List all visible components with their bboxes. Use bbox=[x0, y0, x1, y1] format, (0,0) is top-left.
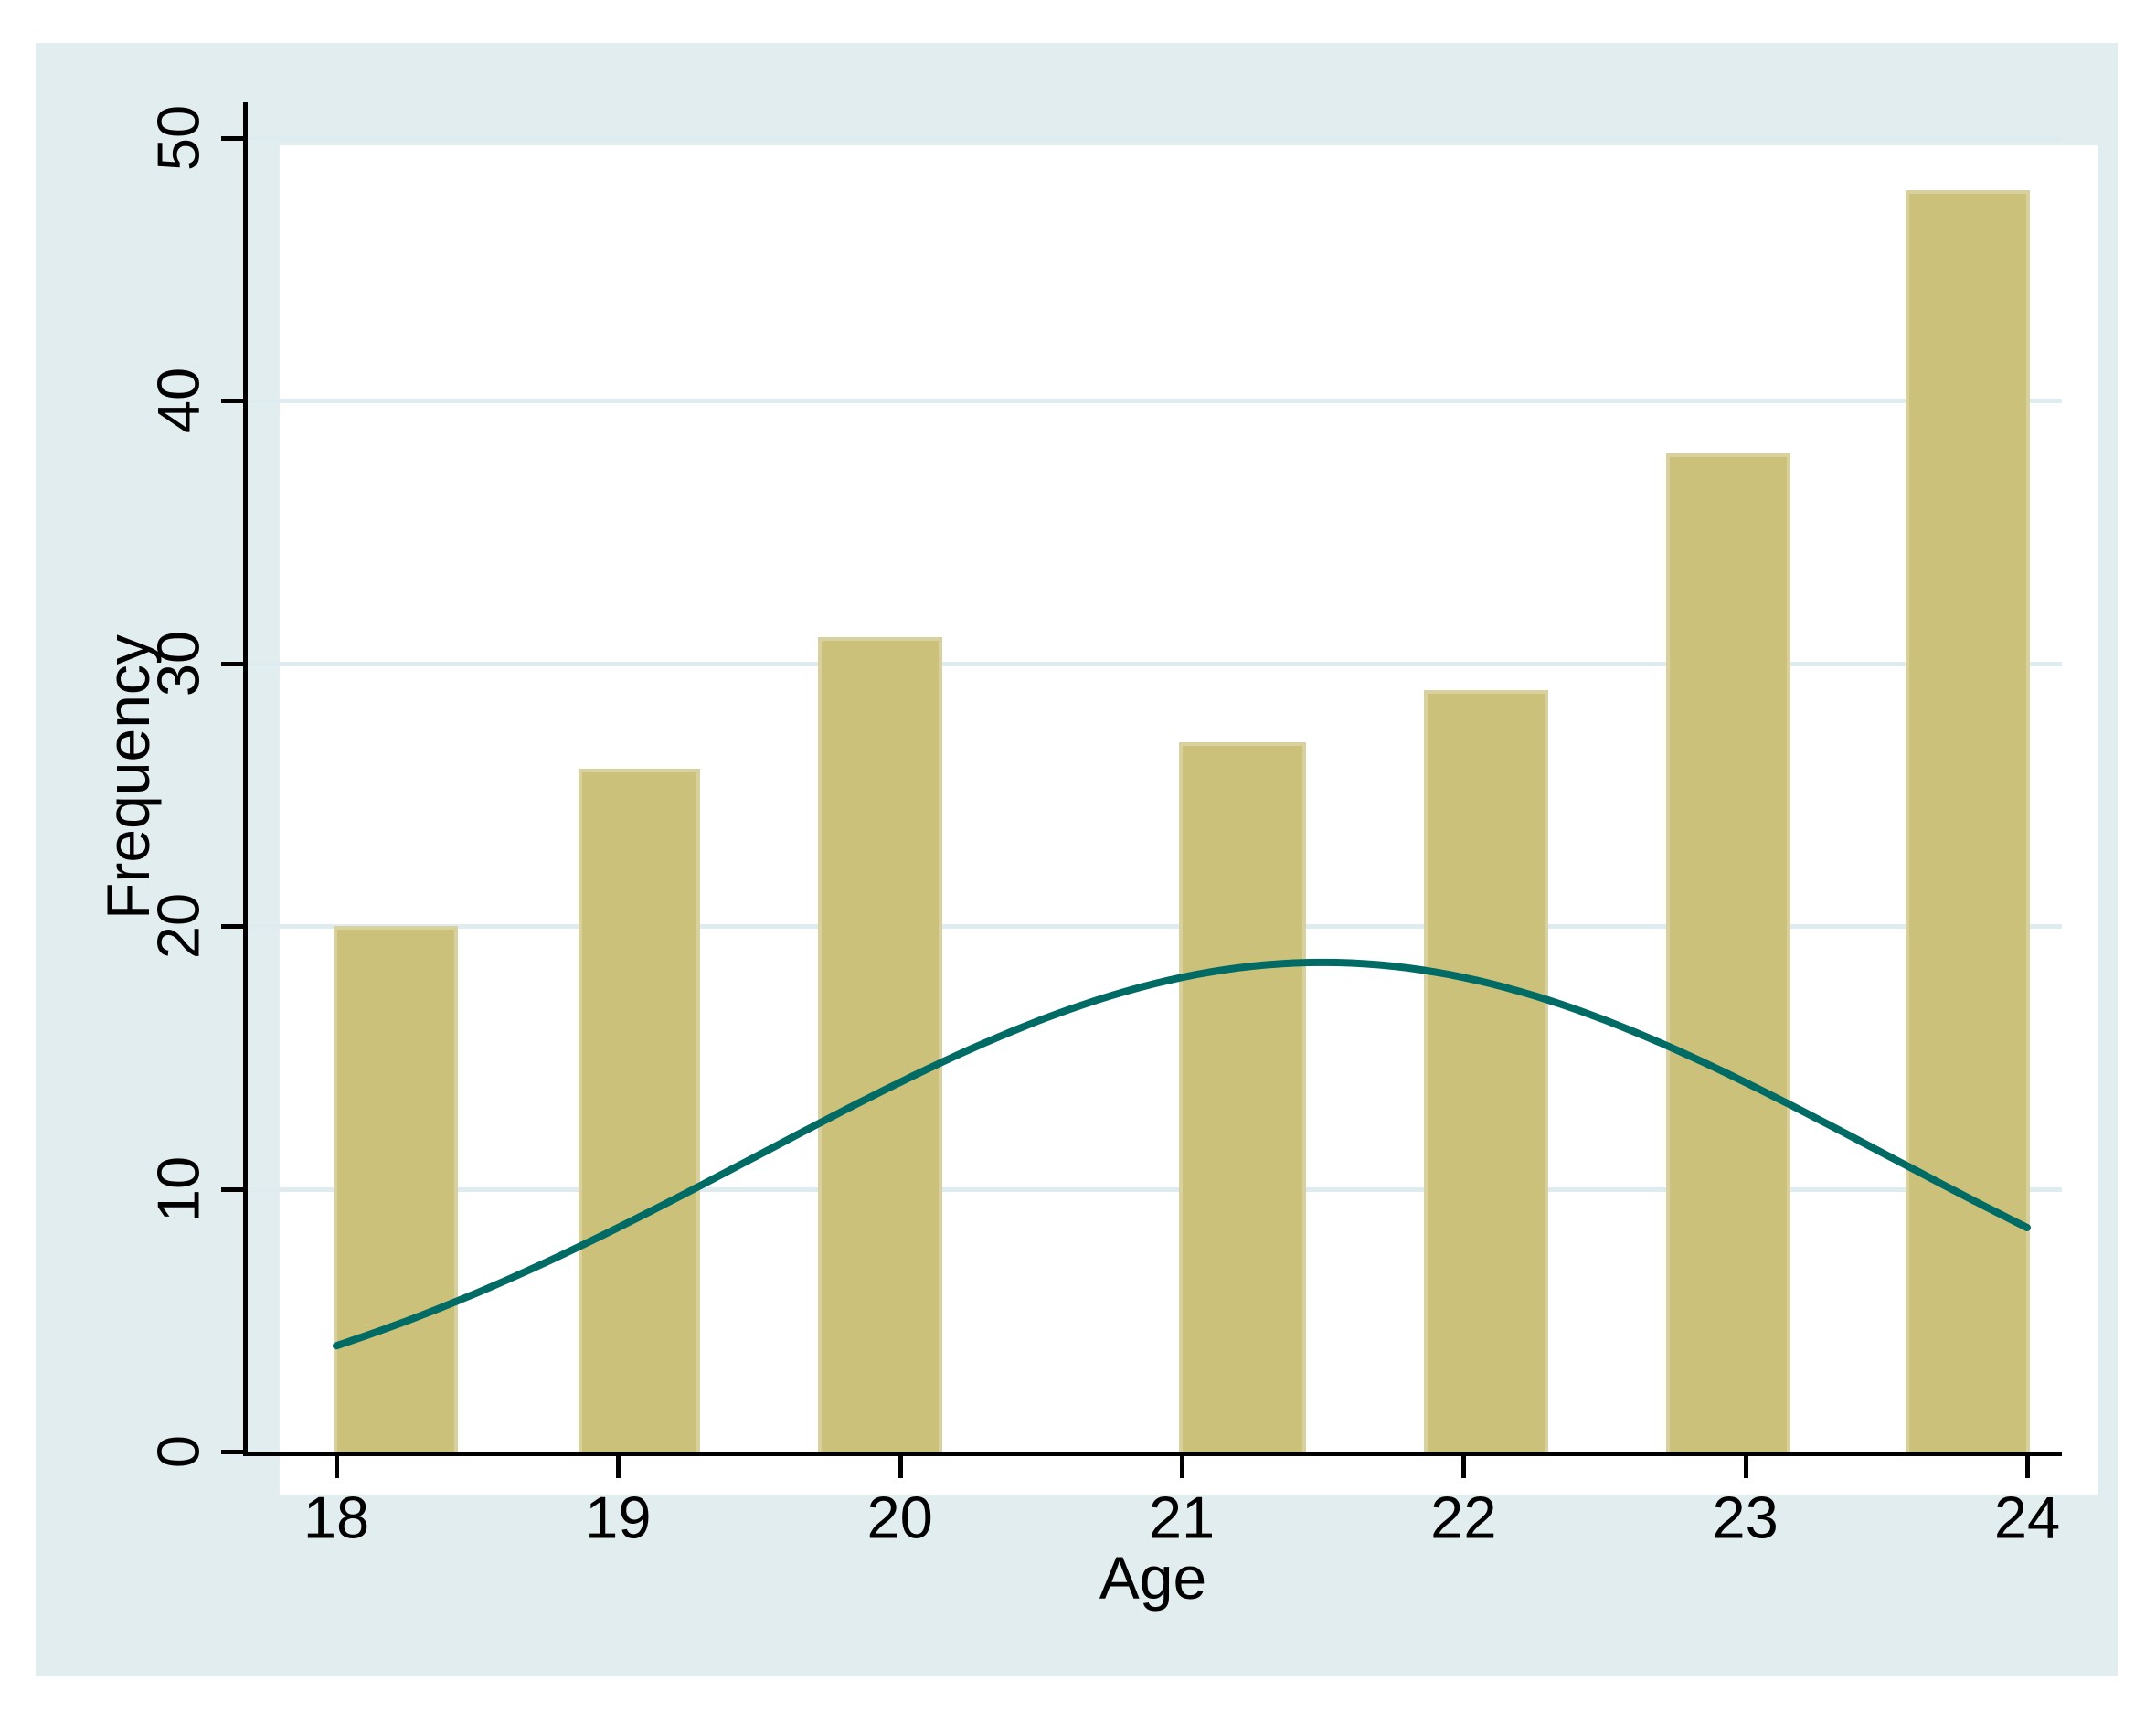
histogram-bar-age-19 bbox=[579, 768, 700, 1452]
y-tick-label-10: 10 bbox=[144, 1155, 212, 1222]
x-tick-label-24: 24 bbox=[1993, 1484, 2061, 1551]
x-axis-line bbox=[243, 1452, 2062, 1456]
gridline-y-40 bbox=[244, 399, 2062, 404]
y-tick-label-40: 40 bbox=[144, 367, 212, 434]
x-tick-19 bbox=[616, 1456, 621, 1478]
histogram-bar-age-23 bbox=[1666, 452, 1790, 1452]
x-tick-20 bbox=[897, 1456, 903, 1478]
x-tick-18 bbox=[335, 1456, 339, 1478]
x-tick-label-19: 19 bbox=[585, 1484, 652, 1551]
x-tick-label-22: 22 bbox=[1430, 1484, 1497, 1551]
histogram-bar-age-22 bbox=[1424, 689, 1548, 1452]
gridline-y-30 bbox=[244, 661, 2062, 666]
x-tick-24 bbox=[2024, 1456, 2030, 1478]
y-axis-line bbox=[243, 102, 248, 1456]
gridline-y-20 bbox=[244, 924, 2062, 930]
gridline-y-10 bbox=[244, 1186, 2062, 1192]
y-tick-30 bbox=[221, 661, 243, 666]
normal-curve bbox=[333, 958, 2031, 1350]
y-axis-title: Frequency bbox=[94, 634, 162, 920]
histogram-bar-age-21 bbox=[1178, 742, 1306, 1452]
y-tick-40 bbox=[221, 399, 243, 404]
histogram-bar-age-20 bbox=[818, 637, 942, 1452]
y-tick-20 bbox=[221, 924, 243, 930]
y-tick-label-0: 0 bbox=[144, 1434, 212, 1469]
x-tick-label-21: 21 bbox=[1148, 1484, 1216, 1551]
y-tick-50 bbox=[221, 136, 243, 141]
x-axis-title: Age bbox=[1099, 1544, 1207, 1612]
x-tick-22 bbox=[1461, 1456, 1467, 1478]
x-tick-label-20: 20 bbox=[866, 1484, 933, 1551]
x-tick-label-23: 23 bbox=[1712, 1484, 1779, 1551]
y-tick-0 bbox=[221, 1450, 243, 1454]
x-tick-label-18: 18 bbox=[303, 1484, 370, 1551]
normal-curve-layer bbox=[333, 958, 2031, 1350]
gridline-y-50 bbox=[244, 136, 2062, 141]
y-tick-label-50: 50 bbox=[144, 104, 212, 172]
histogram-bar-age-24 bbox=[1906, 190, 2031, 1452]
x-tick-23 bbox=[1743, 1456, 1748, 1478]
graph-region: 0 10 20 30 40 50 18 19 20 21 22 23 24 Frequency Age bbox=[36, 43, 2118, 1676]
x-tick-21 bbox=[1179, 1456, 1184, 1478]
histogram-bar-age-18 bbox=[333, 926, 458, 1452]
y-tick-10 bbox=[221, 1186, 243, 1192]
